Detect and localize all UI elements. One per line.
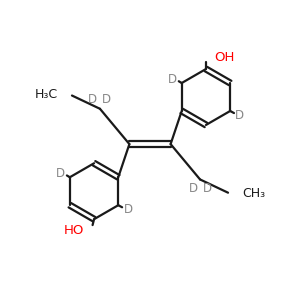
Text: OH: OH (214, 51, 235, 64)
Text: HO: HO (63, 224, 84, 237)
Text: D: D (235, 109, 244, 122)
Text: D: D (123, 203, 133, 216)
Text: D: D (167, 73, 177, 86)
Text: D: D (203, 182, 212, 195)
Text: D: D (102, 93, 111, 106)
Text: H₃C: H₃C (35, 88, 58, 101)
Text: D: D (56, 167, 65, 180)
Text: D: D (189, 182, 198, 195)
Text: D: D (88, 93, 97, 106)
Text: CH₃: CH₃ (242, 187, 265, 200)
